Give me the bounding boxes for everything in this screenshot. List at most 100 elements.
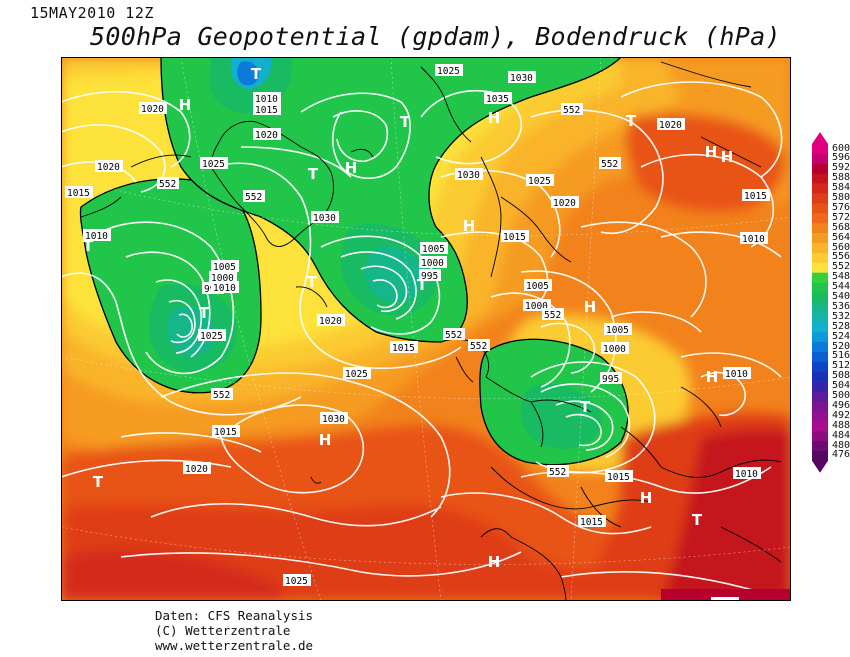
legend-label: 488 [832,419,850,431]
legend-swatch [812,272,828,283]
credits-website: www.wetterzentrale.de [155,638,314,653]
isobar-label-bg [526,174,554,186]
isobar-label-bg [733,467,761,479]
credits: Daten: CFS Reanalysis (C) Wetterzentrale… [155,608,313,653]
legend-label: 484 [832,429,850,441]
legend-label: 536 [832,300,850,312]
isobar-label: 1000 [603,344,626,355]
isobar-label: 552 [544,310,561,321]
isobar-label-bg [253,128,281,140]
isobar-label-bg [578,515,606,527]
legend-swatch [812,233,828,244]
legend-label: 592 [832,162,850,174]
legend-swatch [812,381,828,392]
isobar-label: 1010 [213,283,236,294]
isobar-label: 995 [421,271,438,282]
legend-swatch [812,163,828,174]
low-pressure-center: T [199,304,210,322]
legend-label: 476 [832,449,850,461]
legend-arrow-top [812,132,828,144]
isobar-label-bg [600,372,622,384]
credits-copyright: (C) Wetterzentrale [155,623,291,638]
legend-swatch [812,193,828,204]
isobar-label-bg [253,92,281,104]
legend-swatch [812,401,828,412]
legend-swatch [812,371,828,382]
isobar-label-bg [183,462,211,474]
isobar-label: 552 [549,467,566,478]
legend-swatch [812,243,828,254]
legend-label: 560 [832,241,850,253]
legend-swatch [812,431,828,442]
isobar-label: 1005 [422,244,445,255]
isobar-label-bg [212,425,240,437]
legend-swatch [812,223,828,234]
isobar-label: 1025 [202,159,225,170]
isobar-label: 552 [245,192,262,203]
high-pressure-center: H [721,148,734,166]
legend-label: 552 [832,261,850,273]
legend-label: 492 [832,409,850,421]
isobar-label-bg [723,367,751,379]
legend-swatch [812,262,828,273]
low-pressure-center: T [93,473,104,491]
isobar-label: 1000 [525,301,548,312]
low-pressure-center: T [417,276,428,294]
chart-title: 500hPa Geopotential (gpdam), Bodendruck … [90,22,781,51]
isobar-label-bg [484,92,512,104]
legend-label: 568 [832,221,850,233]
high-pressure-center: H [319,431,332,449]
isobar-label-bg [740,232,768,244]
isobar-label-bg [320,412,348,424]
isobar-label-bg [211,281,239,293]
low-pressure-center: T [83,237,94,255]
legend-label: 548 [832,271,850,283]
high-pressure-center: H [345,159,358,177]
isobar-label-bg [243,190,265,202]
isobar-label: 552 [563,105,580,116]
isobar-label-bg [419,269,441,281]
high-pressure-center: H [584,298,597,316]
weather-map: 1025103010101015102010355521020102510301… [61,57,791,601]
isobar-label-bg [419,256,447,268]
legend-swatch [812,332,828,343]
legend-label: 480 [832,439,850,451]
isobar-label: 1015 [214,427,237,438]
legend-label: 588 [832,172,850,184]
isobar-label: 1015 [392,343,415,354]
isobar-label-bg [455,168,483,180]
isobar-label-bg [524,279,552,291]
isobar-label: 1015 [67,188,90,199]
legend-swatch [812,411,828,422]
legend-swatch [812,144,828,155]
isobar-label: 1020 [319,316,342,327]
isobar-label: 1025 [528,176,551,187]
legend-label: 532 [832,310,850,322]
credits-source: Daten: CFS Reanalysis [155,608,314,623]
chart-datestamp: 15MAY2010 12Z [30,4,154,22]
legend-label: 500 [832,390,850,401]
legend-swatch [812,252,828,264]
legend-label: 572 [832,211,850,223]
isobar-label-bg [604,323,632,335]
isobar-label-bg [711,597,739,601]
legend-label: 556 [832,251,850,263]
legend-label: 520 [832,340,850,352]
isobar-label: 1020 [185,464,208,475]
isobar-label: 1025 [200,331,223,342]
legend-label: 540 [832,291,850,302]
isobar-label: 1015 [503,232,526,243]
isobar-label: 1020 [97,162,120,173]
isobar-label: 1000 [211,273,234,284]
isobar-label: 1000 [421,258,444,269]
isobar-label: 1035 [486,94,509,105]
isobar-label-bg [547,465,569,477]
isobar-label-bg [742,189,770,201]
isobar-label: 1005 [606,325,629,336]
legend-swatch [812,322,828,333]
isobar-label: 1030 [510,73,533,84]
isobar-label-bg [200,157,228,169]
isobar-label-bg [420,242,448,254]
isobar-label-bg [253,103,281,115]
legend-swatch [812,342,828,353]
